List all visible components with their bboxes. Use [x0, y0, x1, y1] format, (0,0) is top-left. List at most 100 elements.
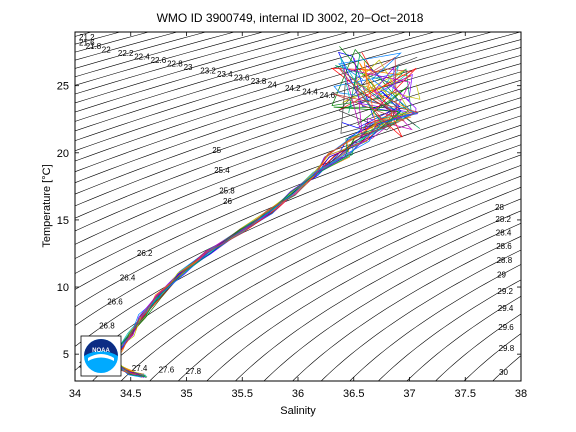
contour-label: 26.6: [107, 298, 123, 307]
noaa-logo-text: NOAA: [92, 348, 110, 354]
density-contour: [349, 264, 521, 381]
contour-label: 28.8: [497, 256, 513, 265]
contour-label: 22: [102, 46, 111, 55]
contour-label: 27.8: [186, 367, 202, 376]
density-contour: [75, 134, 521, 347]
contour-label: 25: [212, 146, 221, 155]
x-tick-label: 34.5: [120, 388, 141, 400]
contour-label: 26.2: [137, 249, 153, 258]
density-contour: [206, 198, 521, 381]
contour-label: 29.4: [498, 304, 514, 313]
density-contour: [435, 313, 521, 381]
density-contour: [320, 249, 521, 381]
contour-label: 22.2: [118, 49, 134, 58]
x-tick-label: 37: [403, 388, 415, 400]
y-tick-label: 20: [57, 148, 69, 160]
density-contour: [75, 32, 379, 122]
x-tick-label: 38: [515, 388, 527, 400]
density-contour: [75, 97, 521, 274]
contour-label: 28.4: [496, 228, 512, 237]
density-contour: [149, 175, 521, 381]
contour-label: 28.2: [495, 215, 511, 224]
contour-label: 29.6: [498, 323, 514, 332]
contour-label: 23.2: [200, 67, 216, 76]
profile-line: [114, 62, 412, 378]
contour-label: 27.4: [132, 364, 148, 373]
density-contour: [75, 32, 465, 152]
density-contour-labels: 21.221.621.8 22 22.2 22.4 22.6 22.8 23 23.2 23.4…: [79, 33, 515, 377]
x-tick-label: 35: [180, 388, 192, 400]
contour-label: 25.8: [219, 187, 235, 196]
density-contour: [75, 144, 521, 371]
x-tick-label: 35.5: [232, 388, 253, 400]
contour-label: 21.8: [86, 42, 102, 51]
contour-label: 26.4: [120, 273, 136, 282]
contour-label: 23.8: [251, 77, 267, 86]
density-contour: [75, 106, 521, 290]
contour-label: 23.6: [234, 74, 250, 83]
density-contour: [406, 295, 521, 381]
profile-line: [116, 51, 400, 375]
density-contour: [75, 32, 436, 142]
density-contour: [75, 71, 521, 232]
contour-label: 25.4: [214, 166, 230, 175]
contour-label: 22.4: [134, 53, 150, 62]
x-tick-label: 36.5: [343, 388, 364, 400]
y-tick-label: 25: [57, 81, 69, 93]
density-contour: [75, 32, 350, 113]
density-contour: [75, 32, 493, 162]
x-tick-label: 34: [69, 388, 81, 400]
contour-label: 29.2: [497, 287, 513, 296]
density-contour: [75, 32, 322, 104]
density-contour: [234, 210, 521, 381]
x-axis-label: Salinity: [280, 405, 316, 417]
contour-label: 21.6: [79, 39, 95, 48]
density-contour: [92, 154, 521, 381]
contour-label: 30: [499, 368, 508, 377]
contour-label: 22.8: [167, 60, 183, 69]
contour-label: 23: [184, 63, 193, 72]
x-tick-label: 36: [292, 388, 304, 400]
profile-line: [115, 61, 415, 378]
contour-label: 28.6: [496, 242, 512, 251]
density-contour: [75, 63, 521, 219]
density-contour: [75, 124, 521, 326]
noaa-logo: NOAA: [80, 335, 122, 377]
profile-line: [113, 64, 418, 377]
density-contour: [263, 222, 521, 381]
density-contour: [377, 279, 521, 381]
density-contour: [75, 32, 265, 86]
density-contour: [120, 165, 521, 381]
density-contour: [463, 333, 521, 381]
y-axis: 5 10 15 20 25: [57, 81, 521, 361]
y-tick-label: 10: [57, 282, 69, 294]
contour-label: 27.6: [159, 365, 175, 374]
x-axis: 34 34.5 35 35.5 36 36.5 37 37.5 38: [69, 32, 527, 400]
density-contour: [75, 55, 521, 207]
contour-label: 24.2: [285, 84, 301, 93]
y-tick-label: 15: [57, 215, 69, 227]
density-contour: [75, 32, 408, 132]
y-axis-label: Temperature [°C]: [41, 164, 53, 247]
contour-label: 29: [497, 271, 506, 280]
contour-label: 22.6: [151, 56, 167, 65]
density-contours: [75, 32, 521, 381]
density-contour: [75, 79, 521, 245]
contour-label: 24.6: [320, 91, 336, 100]
density-contour: [292, 235, 521, 381]
chart-title: WMO ID 3900749, internal ID 3002, 20−Oct…: [157, 11, 424, 25]
y-tick-label: 5: [63, 349, 69, 361]
contour-label: 29.8: [499, 344, 515, 353]
density-contour: [75, 88, 521, 259]
contour-label: 21.2: [79, 33, 95, 42]
x-tick-label: 37.5: [455, 388, 476, 400]
contour-label: 23.4: [217, 70, 233, 79]
density-contour: [177, 186, 521, 381]
contour-label: 28: [495, 203, 504, 212]
contour-label: 24.4: [302, 88, 318, 97]
profile-line: [112, 69, 406, 376]
contour-label: 26.8: [99, 322, 115, 331]
density-contour: [75, 32, 293, 95]
contour-label: 24: [268, 81, 277, 90]
